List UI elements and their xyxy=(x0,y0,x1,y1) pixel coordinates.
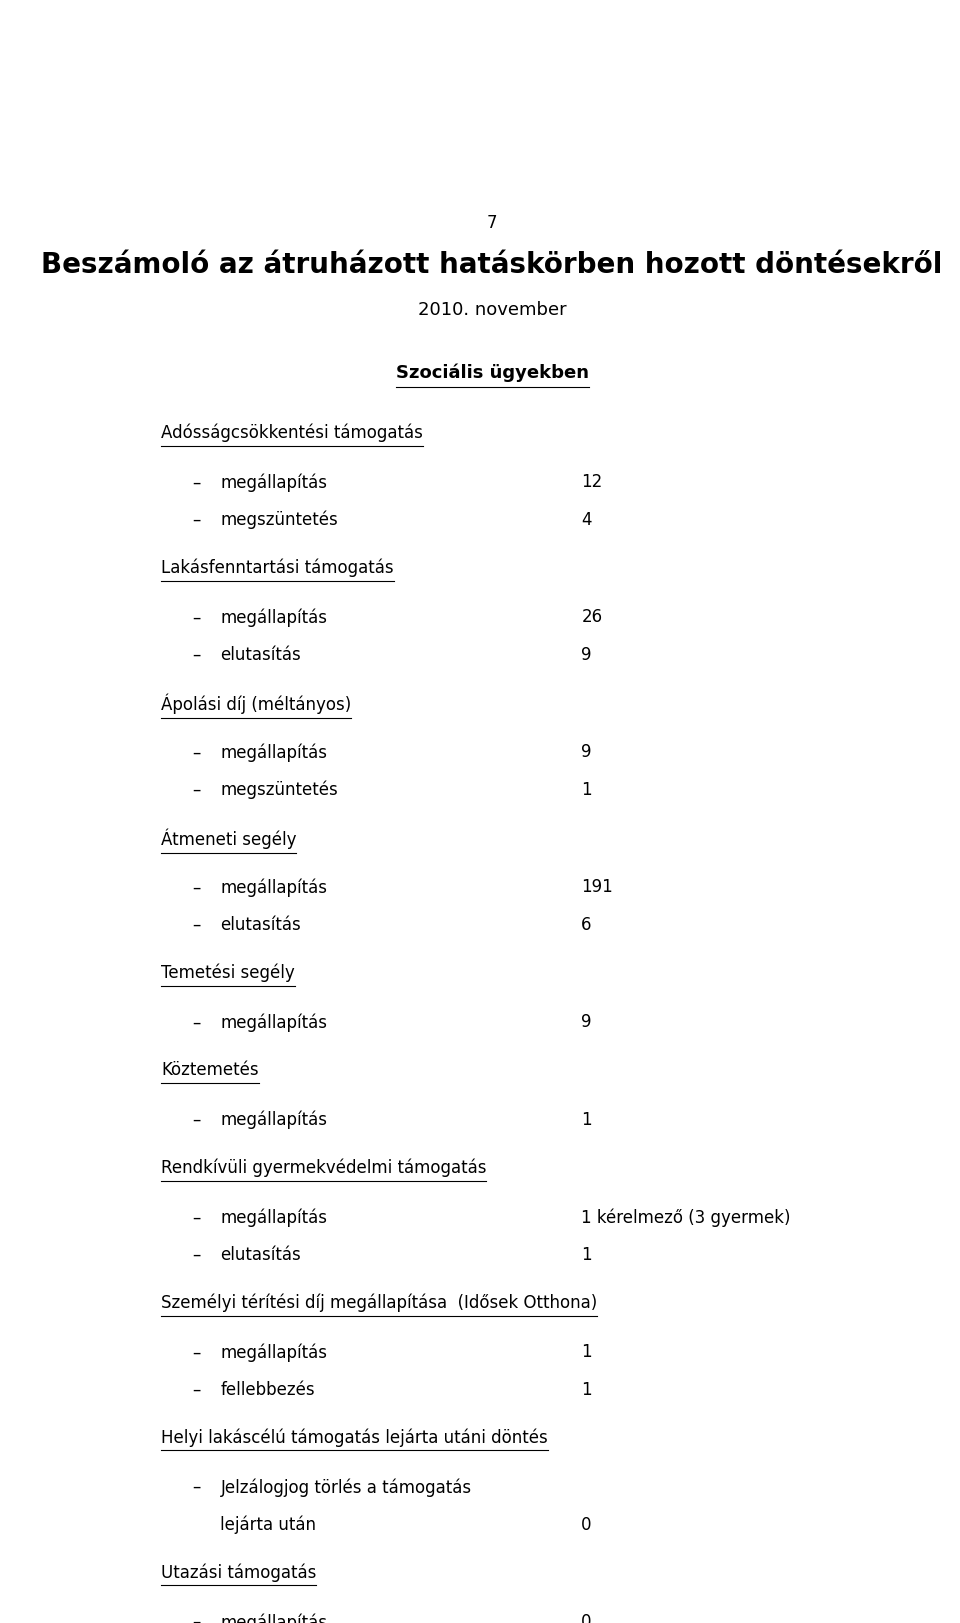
Text: Temetési segély: Temetési segély xyxy=(161,964,295,982)
Text: –: – xyxy=(192,915,201,933)
Text: –: – xyxy=(192,1246,201,1264)
Text: –: – xyxy=(192,1344,201,1362)
Text: –: – xyxy=(192,1110,201,1130)
Text: –: – xyxy=(192,878,201,896)
Text: 9: 9 xyxy=(581,1013,591,1031)
Text: Köztemetés: Köztemetés xyxy=(161,1061,258,1079)
Text: 1: 1 xyxy=(581,781,592,799)
Text: 1: 1 xyxy=(581,1381,592,1399)
Text: megállapítás: megállapítás xyxy=(221,609,327,626)
Text: –: – xyxy=(192,1479,201,1496)
Text: –: – xyxy=(192,781,201,799)
Text: lejárta után: lejárta után xyxy=(221,1516,317,1534)
Text: megszüntetés: megszüntetés xyxy=(221,511,338,529)
Text: megállapítás: megállapítás xyxy=(221,1013,327,1032)
Text: 1: 1 xyxy=(581,1344,592,1362)
Text: Beszámoló az átruházott hatáskörben hozott döntésekről: Beszámoló az átruházott hatáskörben hozo… xyxy=(41,252,943,279)
Text: 9: 9 xyxy=(581,743,591,761)
Text: megállapítás: megállapítás xyxy=(221,474,327,492)
Text: –: – xyxy=(192,743,201,761)
Text: Rendkívüli gyermekvédelmi támogatás: Rendkívüli gyermekvédelmi támogatás xyxy=(161,1159,487,1177)
Text: 26: 26 xyxy=(581,609,603,626)
Text: Lakásfenntartási támogatás: Lakásfenntartási támogatás xyxy=(161,558,394,576)
Text: 12: 12 xyxy=(581,474,603,492)
Text: Átmeneti segély: Átmeneti segély xyxy=(161,828,297,849)
Text: megállapítás: megállapítás xyxy=(221,1613,327,1623)
Text: 1: 1 xyxy=(581,1110,592,1130)
Text: Szociális ügyekben: Szociális ügyekben xyxy=(396,364,588,381)
Text: 2010. november: 2010. november xyxy=(418,300,566,320)
Text: Helyi lakáscélú támogatás lejárta utáni döntés: Helyi lakáscélú támogatás lejárta utáni … xyxy=(161,1428,547,1446)
Text: –: – xyxy=(192,474,201,492)
Text: 1: 1 xyxy=(581,1246,592,1264)
Text: megállapítás: megállapítás xyxy=(221,1110,327,1130)
Text: fellebbezés: fellebbezés xyxy=(221,1381,315,1399)
Text: Adósságcsökkentési támogatás: Adósságcsökkentési támogatás xyxy=(161,424,422,441)
Text: Jelzálogjog törlés a támogatás: Jelzálogjog törlés a támogatás xyxy=(221,1479,471,1496)
Text: 4: 4 xyxy=(581,511,591,529)
Text: elutasítás: elutasítás xyxy=(221,1246,301,1264)
Text: megállapítás: megállapítás xyxy=(221,1208,327,1227)
Text: megállapítás: megállapítás xyxy=(221,1344,327,1362)
Text: megállapítás: megállapítás xyxy=(221,743,327,761)
Text: 1 kérelmező (3 gyermek): 1 kérelmező (3 gyermek) xyxy=(581,1208,791,1227)
Text: –: – xyxy=(192,1381,201,1399)
Text: 6: 6 xyxy=(581,915,591,933)
Text: 191: 191 xyxy=(581,878,613,896)
Text: megszüntetés: megszüntetés xyxy=(221,781,338,800)
Text: –: – xyxy=(192,1613,201,1623)
Text: 9: 9 xyxy=(581,646,591,664)
Text: –: – xyxy=(192,1013,201,1031)
Text: –: – xyxy=(192,646,201,664)
Text: elutasítás: elutasítás xyxy=(221,646,301,664)
Text: 0: 0 xyxy=(581,1516,591,1534)
Text: –: – xyxy=(192,1208,201,1227)
Text: –: – xyxy=(192,609,201,626)
Text: 7: 7 xyxy=(487,214,497,232)
Text: Utazási támogatás: Utazási támogatás xyxy=(161,1563,316,1582)
Text: Személyi térítési díj megállapítása  (Idősek Otthona): Személyi térítési díj megállapítása (Idő… xyxy=(161,1294,597,1311)
Text: 0: 0 xyxy=(581,1613,591,1623)
Text: Ápolási díj (méltányos): Ápolási díj (méltányos) xyxy=(161,693,351,714)
Text: elutasítás: elutasítás xyxy=(221,915,301,933)
Text: megállapítás: megállapítás xyxy=(221,878,327,898)
Text: –: – xyxy=(192,511,201,529)
